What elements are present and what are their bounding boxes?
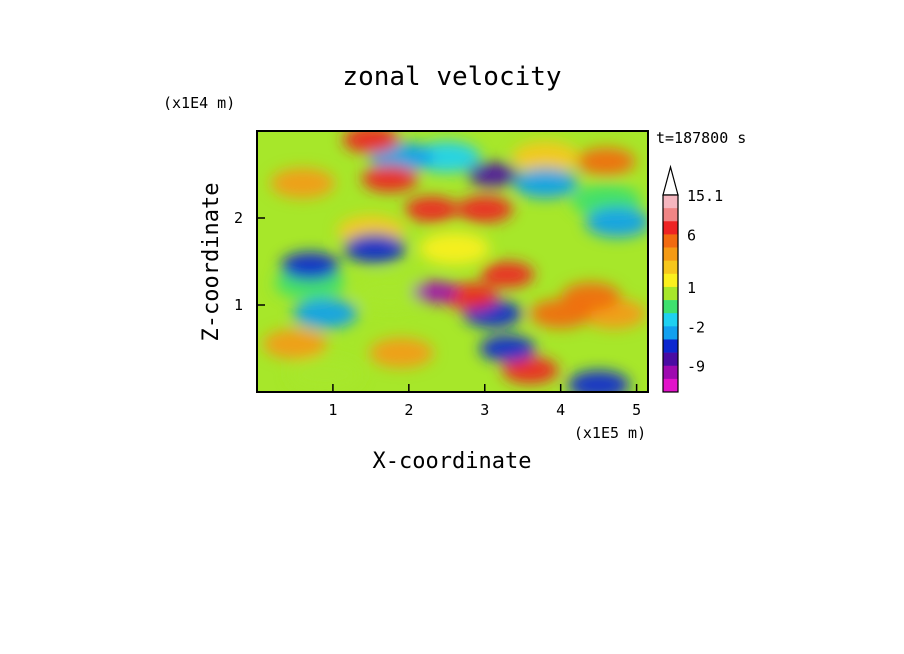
contour-feature xyxy=(511,141,580,173)
x-tick-label: 4 xyxy=(556,401,565,419)
x-tick-label: 5 xyxy=(632,401,641,419)
contour-feature xyxy=(413,280,458,304)
contour-feature xyxy=(585,207,648,238)
colorbar-swatch xyxy=(663,378,678,393)
x-tick-label: 3 xyxy=(480,401,489,419)
x-axis-ticks: 1 2 3 4 5 xyxy=(328,384,641,419)
colorbar-tick-label: 1 xyxy=(687,279,696,297)
colorbar-swatch xyxy=(663,352,678,367)
time-label: t=187800 s xyxy=(656,129,746,147)
colorbar-tick-label: 6 xyxy=(687,226,696,244)
y-axis-ticks: 12 xyxy=(234,209,265,314)
contour-feature xyxy=(567,370,630,392)
contour-feature xyxy=(456,195,513,223)
contour-feature xyxy=(502,356,559,384)
colorbar-swatch xyxy=(663,195,678,209)
colorbar-extension-arrow xyxy=(662,164,679,196)
colorbar-swatch xyxy=(663,326,678,340)
contour-feature xyxy=(479,335,536,362)
contour-feature xyxy=(413,141,481,173)
contour-feature xyxy=(405,196,459,223)
y-tick-label: 2 xyxy=(234,209,243,227)
colorbar-swatch xyxy=(663,260,678,275)
contour-feature xyxy=(343,233,406,264)
contour-feature xyxy=(342,131,399,154)
y-tick-label: 1 xyxy=(234,296,243,314)
colorbar-swatch xyxy=(663,313,678,327)
contour-feature xyxy=(561,282,621,311)
contour-feature xyxy=(513,168,578,199)
colorbar-swatch xyxy=(663,221,678,235)
colorbar-swatch xyxy=(663,286,678,301)
contour-feature xyxy=(480,261,535,288)
contour-feature xyxy=(293,298,358,329)
colorbar-tick-label: -9 xyxy=(687,358,705,376)
colorbar-swatch xyxy=(663,300,678,314)
contour-feature xyxy=(288,357,362,392)
contour-feature xyxy=(353,275,427,309)
colorbar-swatch xyxy=(663,234,678,248)
contour-field xyxy=(256,130,649,393)
contour-feature xyxy=(576,147,636,176)
contour-feature xyxy=(361,165,418,193)
colorbar-swatch xyxy=(663,365,678,380)
colorbar: 15.1 6 1 -2 -9 xyxy=(662,164,723,393)
x-tick-label: 1 xyxy=(328,401,337,419)
y-axis-unit: (x1E4 m) xyxy=(163,94,235,112)
x-axis-unit: (x1E5 m) xyxy=(574,424,646,442)
colorbar-tick-label: 15.1 xyxy=(687,187,723,205)
contour-feature xyxy=(280,251,340,280)
contour-feature xyxy=(262,329,328,360)
colorbar-swatch xyxy=(663,247,678,261)
colorbar-swatch xyxy=(663,339,678,353)
colorbar-swatch xyxy=(663,273,678,288)
plot-frame xyxy=(256,130,649,393)
chart-title: zonal velocity xyxy=(342,62,561,92)
x-tick-label: 2 xyxy=(404,401,413,419)
colorbar-swatch xyxy=(663,208,678,222)
contour-feature xyxy=(270,168,335,199)
y-axis-label: Z-coordinate xyxy=(199,183,224,342)
contour-feature xyxy=(419,232,490,265)
x-axis-label: X-coordinate xyxy=(373,449,532,474)
colorbar-tick-label: -2 xyxy=(687,318,705,336)
colorbar-frame xyxy=(662,194,679,393)
contour-feature xyxy=(467,162,518,187)
contour-feature xyxy=(369,337,434,368)
